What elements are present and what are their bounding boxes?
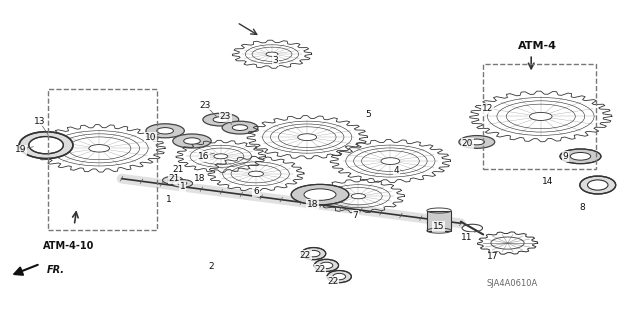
Bar [48,89,157,230]
Ellipse shape [301,248,326,260]
Text: ATM-4-10: ATM-4-10 [44,241,95,251]
Ellipse shape [314,259,339,271]
Text: 21: 21 [172,165,184,174]
Text: 18: 18 [307,200,318,209]
Text: 3: 3 [273,56,278,65]
Text: 23: 23 [220,112,231,121]
Text: 12: 12 [482,104,493,113]
Ellipse shape [459,136,495,148]
Ellipse shape [222,121,258,134]
Ellipse shape [291,184,349,205]
Ellipse shape [29,137,63,154]
Ellipse shape [588,180,608,190]
Ellipse shape [320,262,333,269]
Ellipse shape [172,180,193,187]
Ellipse shape [560,149,601,164]
Text: 1: 1 [180,182,185,191]
Text: 6: 6 [253,187,259,196]
Ellipse shape [184,138,200,144]
Bar [483,64,596,169]
Text: 2: 2 [209,262,214,271]
Ellipse shape [168,179,177,182]
Bar [427,211,451,231]
Ellipse shape [213,117,228,122]
Ellipse shape [157,128,173,134]
Ellipse shape [178,182,187,185]
Text: 23: 23 [199,101,211,110]
Text: SJA4A0610A: SJA4A0610A [486,279,538,288]
Ellipse shape [307,250,320,257]
Ellipse shape [333,273,346,280]
Ellipse shape [304,189,336,200]
Ellipse shape [580,176,616,194]
Text: FR.: FR. [47,265,65,275]
Text: 22: 22 [314,265,326,274]
Text: 15: 15 [433,222,444,231]
Ellipse shape [232,125,248,130]
Text: 22: 22 [327,277,339,286]
Text: 19: 19 [15,145,26,154]
Text: 1: 1 [166,195,172,204]
Text: 21: 21 [168,174,180,183]
Text: 13: 13 [34,117,45,126]
Ellipse shape [469,139,484,145]
Text: 14: 14 [541,177,553,186]
Ellipse shape [203,113,239,126]
Text: 10: 10 [145,133,156,142]
Ellipse shape [146,124,184,138]
Ellipse shape [327,271,351,283]
Text: 4: 4 [394,166,399,175]
Ellipse shape [163,176,183,184]
Text: 9: 9 [563,152,568,161]
Ellipse shape [570,152,591,160]
Text: 22: 22 [300,251,311,260]
Text: 17: 17 [487,252,499,261]
Text: 18: 18 [194,174,205,183]
Text: 5: 5 [365,110,371,119]
Text: 20: 20 [461,139,473,148]
Ellipse shape [173,134,211,148]
Text: 7: 7 [353,211,358,220]
Text: 8: 8 [580,203,585,212]
Text: 16: 16 [198,152,209,161]
Text: 11: 11 [461,233,473,242]
Ellipse shape [19,132,73,159]
Text: ATM-4: ATM-4 [518,41,557,51]
